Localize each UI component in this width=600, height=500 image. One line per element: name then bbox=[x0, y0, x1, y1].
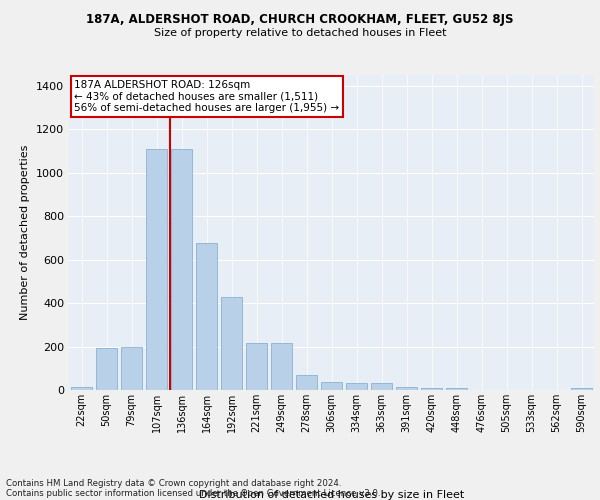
Bar bbox=[296, 375, 317, 390]
Text: Contains public sector information licensed under the Open Government Licence v3: Contains public sector information licen… bbox=[6, 488, 380, 498]
Bar bbox=[346, 384, 367, 390]
Text: 187A, ALDERSHOT ROAD, CHURCH CROOKHAM, FLEET, GU52 8JS: 187A, ALDERSHOT ROAD, CHURCH CROOKHAM, F… bbox=[86, 12, 514, 26]
Bar bbox=[71, 386, 92, 390]
Bar bbox=[171, 149, 192, 390]
Bar bbox=[221, 296, 242, 390]
Bar bbox=[196, 244, 217, 390]
Bar bbox=[571, 388, 592, 390]
Y-axis label: Number of detached properties: Number of detached properties bbox=[20, 145, 31, 320]
X-axis label: Distribution of detached houses by size in Fleet: Distribution of detached houses by size … bbox=[199, 490, 464, 500]
Bar bbox=[96, 348, 117, 390]
Text: 187A ALDERSHOT ROAD: 126sqm
← 43% of detached houses are smaller (1,511)
56% of : 187A ALDERSHOT ROAD: 126sqm ← 43% of det… bbox=[74, 80, 340, 113]
Bar bbox=[421, 388, 442, 390]
Bar bbox=[146, 149, 167, 390]
Bar bbox=[396, 386, 417, 390]
Text: Contains HM Land Registry data © Crown copyright and database right 2024.: Contains HM Land Registry data © Crown c… bbox=[6, 478, 341, 488]
Bar bbox=[121, 346, 142, 390]
Bar bbox=[446, 388, 467, 390]
Bar bbox=[321, 382, 342, 390]
Bar bbox=[271, 344, 292, 390]
Text: Size of property relative to detached houses in Fleet: Size of property relative to detached ho… bbox=[154, 28, 446, 38]
Bar bbox=[246, 344, 267, 390]
Bar bbox=[371, 384, 392, 390]
